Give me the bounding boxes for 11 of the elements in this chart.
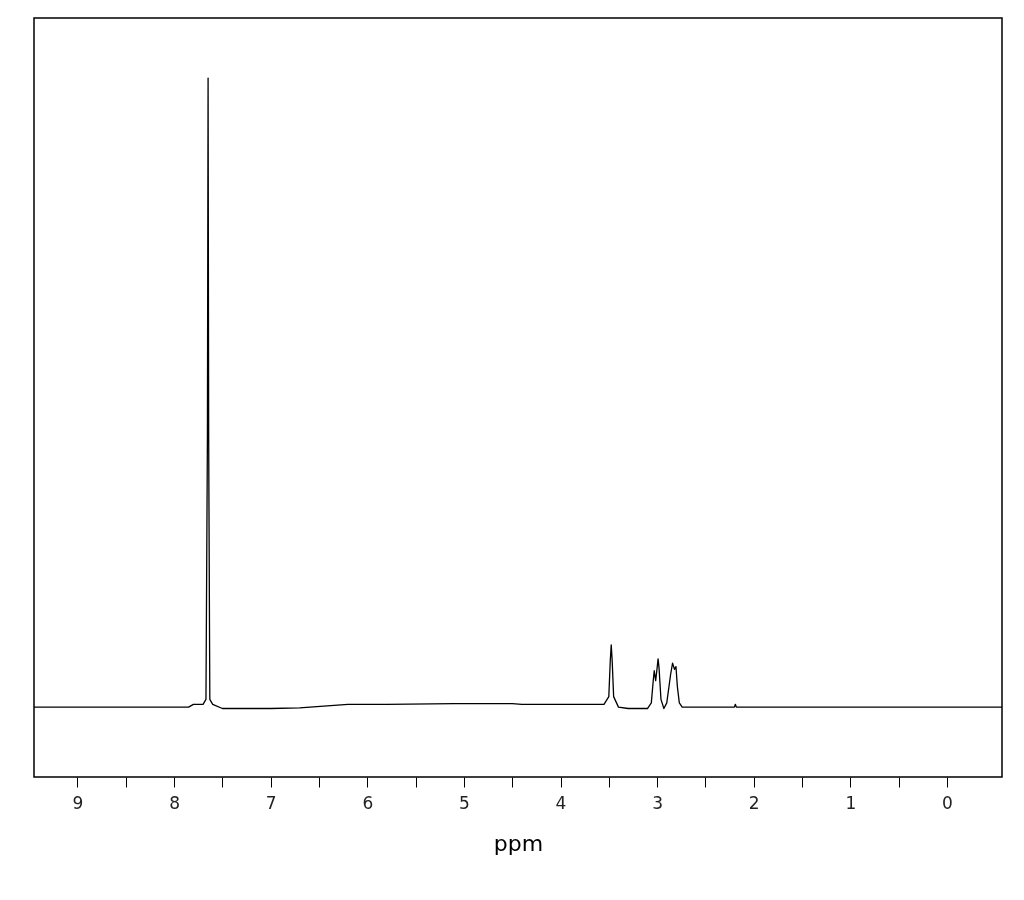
x-tick-label: 0 [942,792,953,813]
x-tick-label: 2 [748,792,760,813]
x-tick-label: 5 [458,792,470,813]
x-tick-label: 7 [265,792,277,813]
x-tick-label: 3 [652,792,664,813]
x-tick-label: 8 [169,792,180,813]
x-tick-label: 1 [845,792,857,813]
x-tick-label: 4 [555,792,567,813]
x-axis-title: ppm [493,830,544,856]
x-tick-label: 9 [72,792,84,813]
x-tick-label: 6 [362,792,374,813]
